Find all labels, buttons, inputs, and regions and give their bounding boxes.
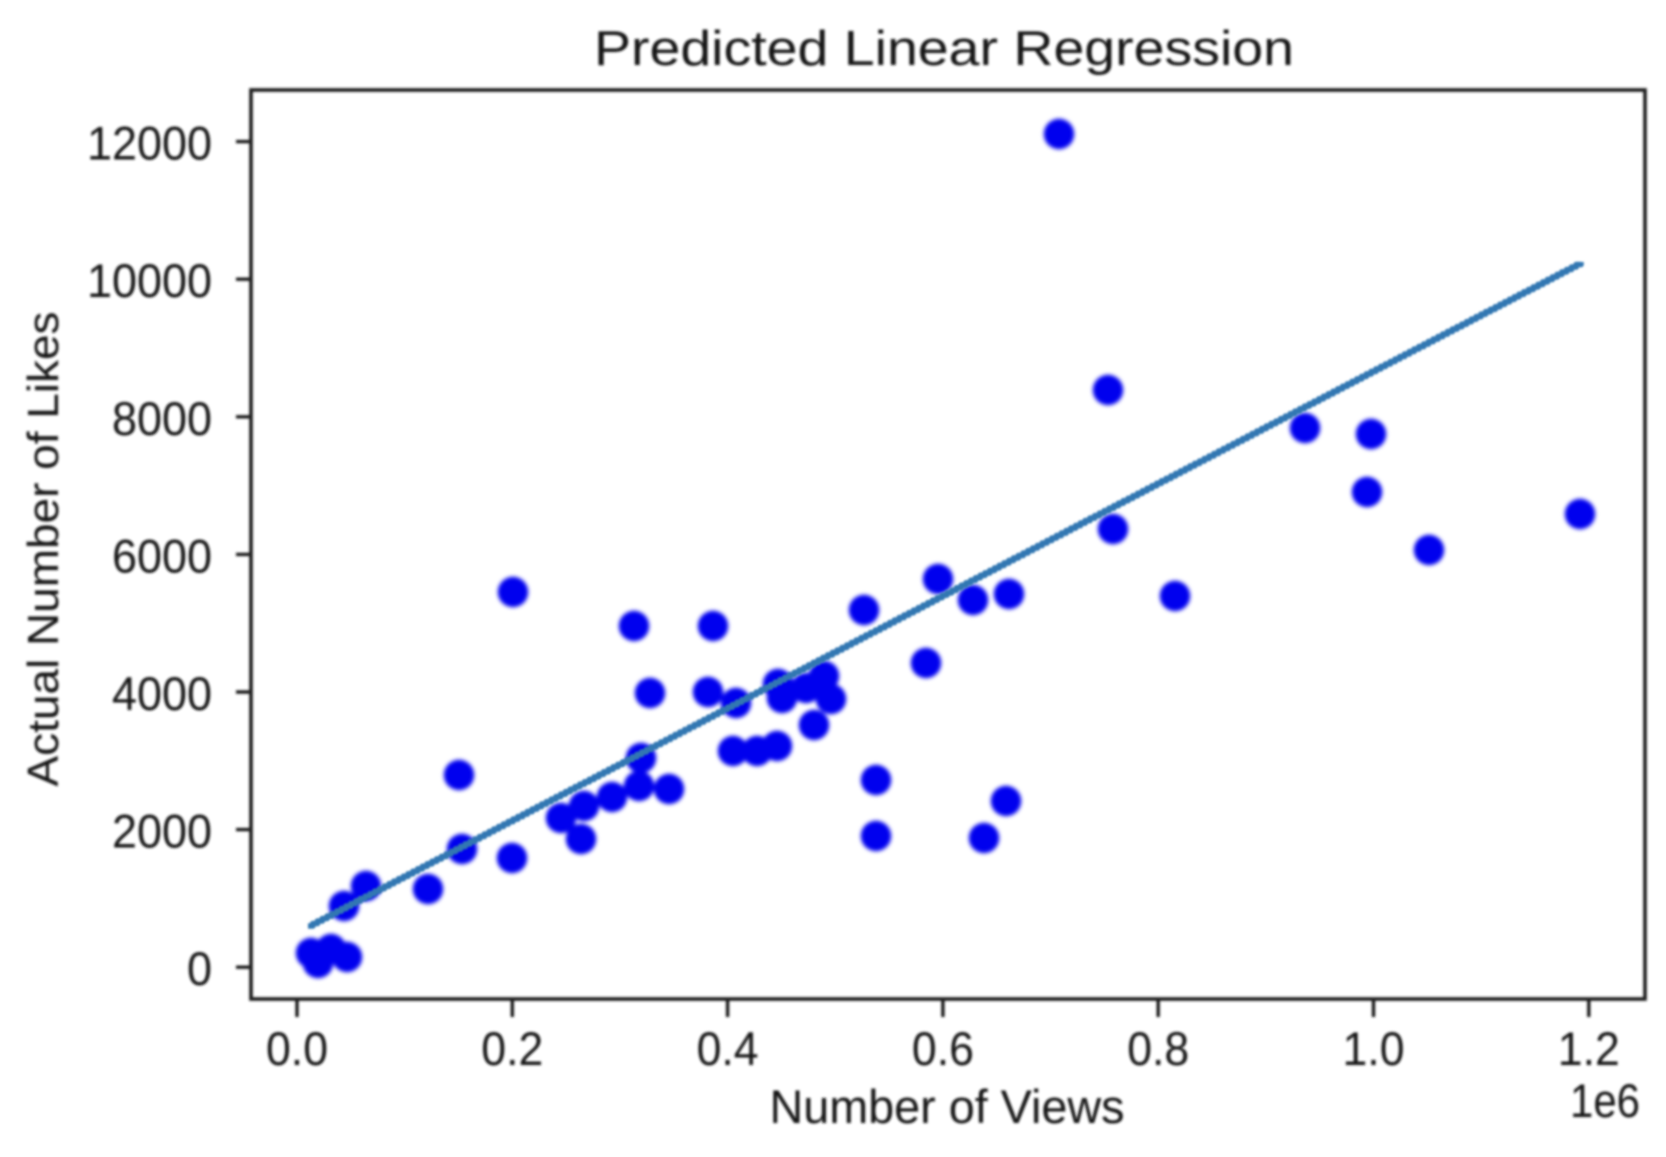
svg-text:Actual Number of Likes: Actual Number of Likes [19, 311, 68, 786]
svg-text:0.8: 0.8 [1127, 1022, 1189, 1075]
svg-text:0.4: 0.4 [697, 1022, 759, 1075]
svg-text:0: 0 [187, 942, 212, 995]
svg-text:Predicted Linear Regression: Predicted Linear Regression [594, 22, 1294, 76]
svg-text:0.0: 0.0 [266, 1022, 328, 1075]
svg-text:1.2: 1.2 [1558, 1022, 1620, 1075]
svg-text:8000: 8000 [112, 392, 212, 445]
svg-text:12000: 12000 [87, 117, 212, 170]
svg-text:4000: 4000 [112, 667, 212, 720]
svg-text:0.6: 0.6 [912, 1022, 974, 1075]
svg-text:2000: 2000 [112, 805, 212, 858]
svg-text:10000: 10000 [87, 254, 212, 307]
svg-text:6000: 6000 [112, 529, 212, 582]
svg-text:1.0: 1.0 [1343, 1022, 1405, 1075]
svg-text:0.2: 0.2 [481, 1022, 543, 1075]
svg-text:Number of Views: Number of Views [770, 1080, 1125, 1133]
svg-text:1e6: 1e6 [1570, 1074, 1640, 1127]
